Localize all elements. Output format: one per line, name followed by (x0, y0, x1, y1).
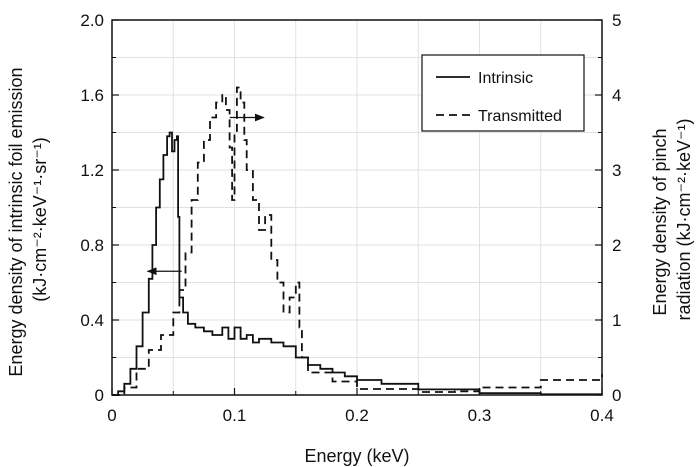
legend-box (421, 54, 585, 132)
y-left-axis-label: Energy density of intrinsic foil emissio… (6, 62, 50, 376)
x-tick-label: 0.3 (468, 406, 492, 425)
annotations (146, 113, 265, 276)
y-right-axis-label: Energy density of pinch radiation (kJ·cm… (650, 118, 694, 320)
y-left-tick-label: 0.4 (80, 311, 104, 330)
y-right-tick-label: 0 (612, 386, 621, 405)
x-tick-label: 0 (107, 406, 116, 425)
x-axis-label: Energy (keV) (304, 446, 409, 466)
y-right-axis-label-line-1: Energy density of pinch (650, 128, 670, 315)
y-left-tick-label: 2.0 (80, 11, 104, 30)
y-right-tick-label: 2 (612, 236, 621, 255)
x-tick-label: 0.4 (590, 406, 614, 425)
y-right-axis-label-line-2: radiation (kJ·cm⁻²·keV⁻¹) (674, 118, 694, 320)
y-left-axis-label-line-1: Energy density of intrinsic foil emissio… (6, 67, 26, 376)
y-left-axis-label-line-2: (kJ·cm⁻²·keV⁻¹·sr⁻¹) (30, 137, 50, 301)
y-right-tick-label: 3 (612, 161, 621, 180)
legend-label-transmitted: Transmitted (478, 108, 562, 125)
y-right-tick-label: 5 (612, 11, 621, 30)
legend: Intrinsic Transmitted (421, 54, 585, 132)
y-left-tick-label: 0 (95, 386, 104, 405)
series-line-transmitted (112, 86, 603, 396)
y-left-tick-label: 0.8 (80, 236, 104, 255)
y-left-tick-label: 1.2 (80, 161, 104, 180)
series-layer (112, 86, 603, 396)
x-tick-label: 0.2 (345, 406, 369, 425)
x-tick-label: 0.1 (223, 406, 247, 425)
y-right-tick-label: 4 (612, 86, 621, 105)
legend-label-intrinsic: Intrinsic (478, 70, 533, 87)
y-right-tick-label: 1 (612, 311, 621, 330)
y-left-tick-label: 1.6 (80, 86, 104, 105)
